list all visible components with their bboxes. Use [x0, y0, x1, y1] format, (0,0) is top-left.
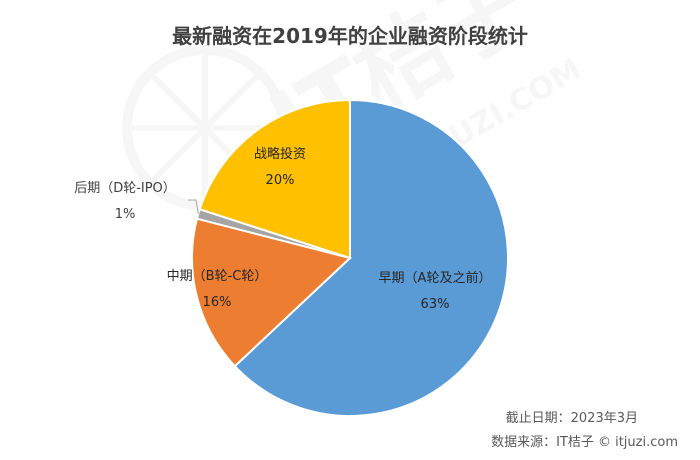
slice-category-label: 战略投资	[254, 146, 306, 162]
pie-slice	[198, 98, 351, 260]
slice-value-label: 20%	[266, 173, 295, 188]
pie-slice	[190, 217, 353, 368]
leader-line	[188, 199, 199, 214]
slice-category-label: 后期（D轮-IPO）	[74, 181, 176, 196]
cutoff-date: 截止日期：2023年3月	[505, 411, 638, 426]
chart-title: 最新融资在2019年的企业融资阶段统计	[172, 24, 528, 48]
slice-value-label: 1%	[115, 207, 136, 222]
data-source: 数据来源：IT桔子 © itjuzi.com	[491, 435, 678, 450]
slice-category-label: 中期（B轮-C轮）	[167, 269, 268, 284]
slice-value-label: 16%	[203, 295, 232, 310]
slice-value-label: 63%	[421, 297, 450, 312]
pie-slice	[233, 98, 509, 417]
slice-category-label: 早期（A轮及之前）	[379, 270, 492, 286]
